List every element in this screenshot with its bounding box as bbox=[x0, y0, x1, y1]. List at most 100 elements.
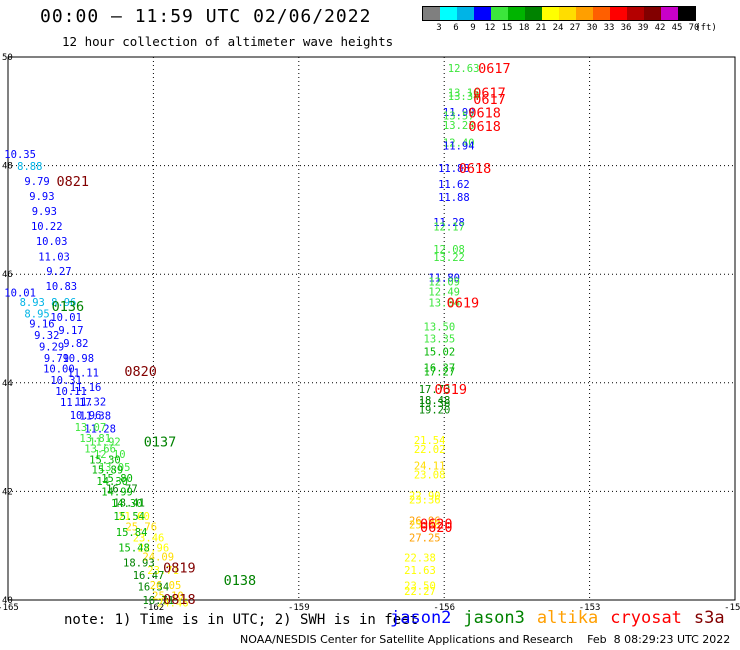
wave-height-label: 17.73 bbox=[419, 384, 451, 396]
wave-height-label: 9.82 bbox=[63, 338, 88, 350]
wave-height-label: 14.30 bbox=[96, 476, 128, 488]
color-scale-level: 6 bbox=[453, 23, 459, 33]
wave-height-label: 16.77 bbox=[106, 484, 138, 496]
wave-height-label: 18.93 bbox=[123, 558, 155, 570]
color-scale-level: 42 bbox=[654, 23, 666, 33]
color-swatch bbox=[457, 7, 474, 20]
wave-height-label: 9.27 bbox=[46, 266, 71, 278]
pass-time-tag: 0620 bbox=[420, 520, 453, 536]
x-tick-label: -156 bbox=[433, 603, 455, 613]
satellite-label: altika bbox=[536, 608, 599, 628]
satellite-label: jason3 bbox=[463, 608, 525, 628]
footnote: note: 1) Time is in UTC; 2) SWH is in fe… bbox=[64, 612, 419, 628]
color-scale-level: 18 bbox=[518, 23, 530, 33]
color-scale-level: 45 bbox=[671, 23, 683, 33]
wave-height-label: 9.29 bbox=[39, 341, 64, 353]
pass-time-tag: 0617 bbox=[478, 61, 511, 77]
wave-height-label: 24.46 bbox=[157, 598, 189, 610]
wave-height-label: 21.63 bbox=[404, 565, 436, 577]
wave-height-label: 12.63 bbox=[448, 63, 480, 75]
wave-height-label: 12.17 bbox=[433, 221, 465, 233]
wave-height-label: 16.37 bbox=[424, 363, 456, 375]
wave-height-label: 11.88 bbox=[438, 163, 470, 175]
wave-height-label: 15.30 bbox=[89, 454, 121, 466]
wave-height-label: 9.93 bbox=[29, 191, 54, 203]
x-tick-label: -153 bbox=[579, 603, 601, 613]
wave-height-label: 11.62 bbox=[438, 179, 470, 191]
wave-height-label: 27.25 bbox=[409, 533, 441, 545]
wave-height-label: 15.80 bbox=[101, 473, 133, 485]
wave-height-label: 10.35 bbox=[4, 149, 36, 161]
wave-height-label: 16.34 bbox=[138, 581, 170, 593]
wave-height-label: 11.80 bbox=[428, 272, 460, 284]
wave-height-label: 22.38 bbox=[404, 553, 436, 565]
wave-height-label: 9.17 bbox=[58, 325, 83, 337]
wave-height-label: 8.93 bbox=[20, 297, 45, 309]
x-tick-label: -159 bbox=[288, 603, 310, 613]
wave-height-label: 22.02 bbox=[414, 444, 446, 456]
wave-height-label: 21.54 bbox=[414, 435, 446, 447]
satellite-label: cryosat bbox=[610, 608, 682, 628]
wave-height-label: 8.95 bbox=[24, 308, 49, 320]
satellite-label: s3a bbox=[693, 608, 725, 628]
pass-time-tag: 0818 bbox=[163, 592, 196, 608]
wave-height-label: 13.23 bbox=[443, 120, 475, 132]
color-swatch bbox=[576, 7, 593, 20]
pass-time-tag: 0821 bbox=[56, 174, 89, 190]
wave-height-label: 10.98 bbox=[62, 353, 94, 365]
y-tick-label: 40 bbox=[2, 596, 13, 606]
wave-height-label: 11.94 bbox=[443, 141, 475, 153]
color-swatch bbox=[661, 7, 678, 20]
x-tick-label: -165 bbox=[0, 603, 19, 613]
color-swatch bbox=[491, 7, 508, 20]
wave-height-label: 14.30 bbox=[111, 498, 143, 510]
wave-height-label: 23.46 bbox=[133, 533, 165, 545]
wave-height-label: 9.93 bbox=[32, 206, 57, 218]
wave-height-label: 24.09 bbox=[142, 552, 174, 564]
wave-height-label: 10.01 bbox=[50, 312, 82, 324]
pass-time-tag: 0618 bbox=[468, 105, 501, 121]
wave-height-label: 25.76 bbox=[125, 522, 157, 534]
wave-height-label: 11.99 bbox=[443, 107, 475, 119]
satellite-label: jason2 bbox=[390, 608, 452, 628]
wave-height-label: 16.47 bbox=[133, 570, 165, 582]
color-scale-level: 70 bbox=[688, 23, 700, 33]
color-swatch bbox=[474, 7, 491, 20]
wave-height-label: 15.02 bbox=[424, 346, 456, 358]
wave-height-label: 11.88 bbox=[438, 192, 470, 204]
y-tick-label: 44 bbox=[2, 379, 13, 389]
wave-height-label: 11.38 bbox=[79, 410, 111, 422]
wave-height-label: 9.79 bbox=[24, 176, 49, 188]
credit-line: NOAA/NESDIS Center for Satellite Applica… bbox=[240, 633, 731, 646]
wave-height-label: 11.32 bbox=[75, 396, 107, 408]
color-scale-level: 39 bbox=[637, 23, 649, 33]
pass-time-tag: 0617 bbox=[473, 92, 506, 108]
wave-height-label: 8.96 bbox=[51, 297, 76, 309]
wave-height-label: 15.89 bbox=[92, 465, 124, 477]
wave-height-label: 13.66 bbox=[84, 444, 116, 456]
color-swatch bbox=[610, 7, 627, 20]
wave-height-label: 9.16 bbox=[29, 319, 54, 331]
color-swatch bbox=[678, 7, 695, 20]
wave-height-label: 19.36 bbox=[419, 398, 451, 410]
pass-time-tag: 0620 bbox=[420, 516, 453, 532]
wave-height-label: 18.48 bbox=[419, 395, 451, 407]
wave-height-label: 12.10 bbox=[94, 449, 126, 461]
wave-height-label: 13.34 bbox=[448, 91, 480, 103]
map-subtitle: 12 hour collection of altimeter wave hei… bbox=[62, 34, 394, 49]
wave-height-label: 11.16 bbox=[70, 382, 102, 394]
pass-time-tag: 0138 bbox=[224, 573, 257, 589]
color-swatch bbox=[627, 7, 644, 20]
wave-height-label: 12.09 bbox=[428, 276, 460, 288]
wave-height-label: 12.40 bbox=[443, 137, 475, 149]
y-tick-label: 42 bbox=[2, 487, 13, 497]
color-swatch bbox=[423, 7, 440, 20]
color-scale-level: 15 bbox=[501, 23, 513, 33]
wave-height-label: 13.16 bbox=[448, 87, 480, 99]
pass-time-tag: 0619 bbox=[447, 295, 480, 311]
color-swatch bbox=[559, 7, 576, 20]
wave-height-label: 13.22 bbox=[433, 252, 465, 264]
wave-height-label: 10.22 bbox=[31, 221, 63, 233]
pass-time-tag: 0618 bbox=[468, 119, 501, 135]
